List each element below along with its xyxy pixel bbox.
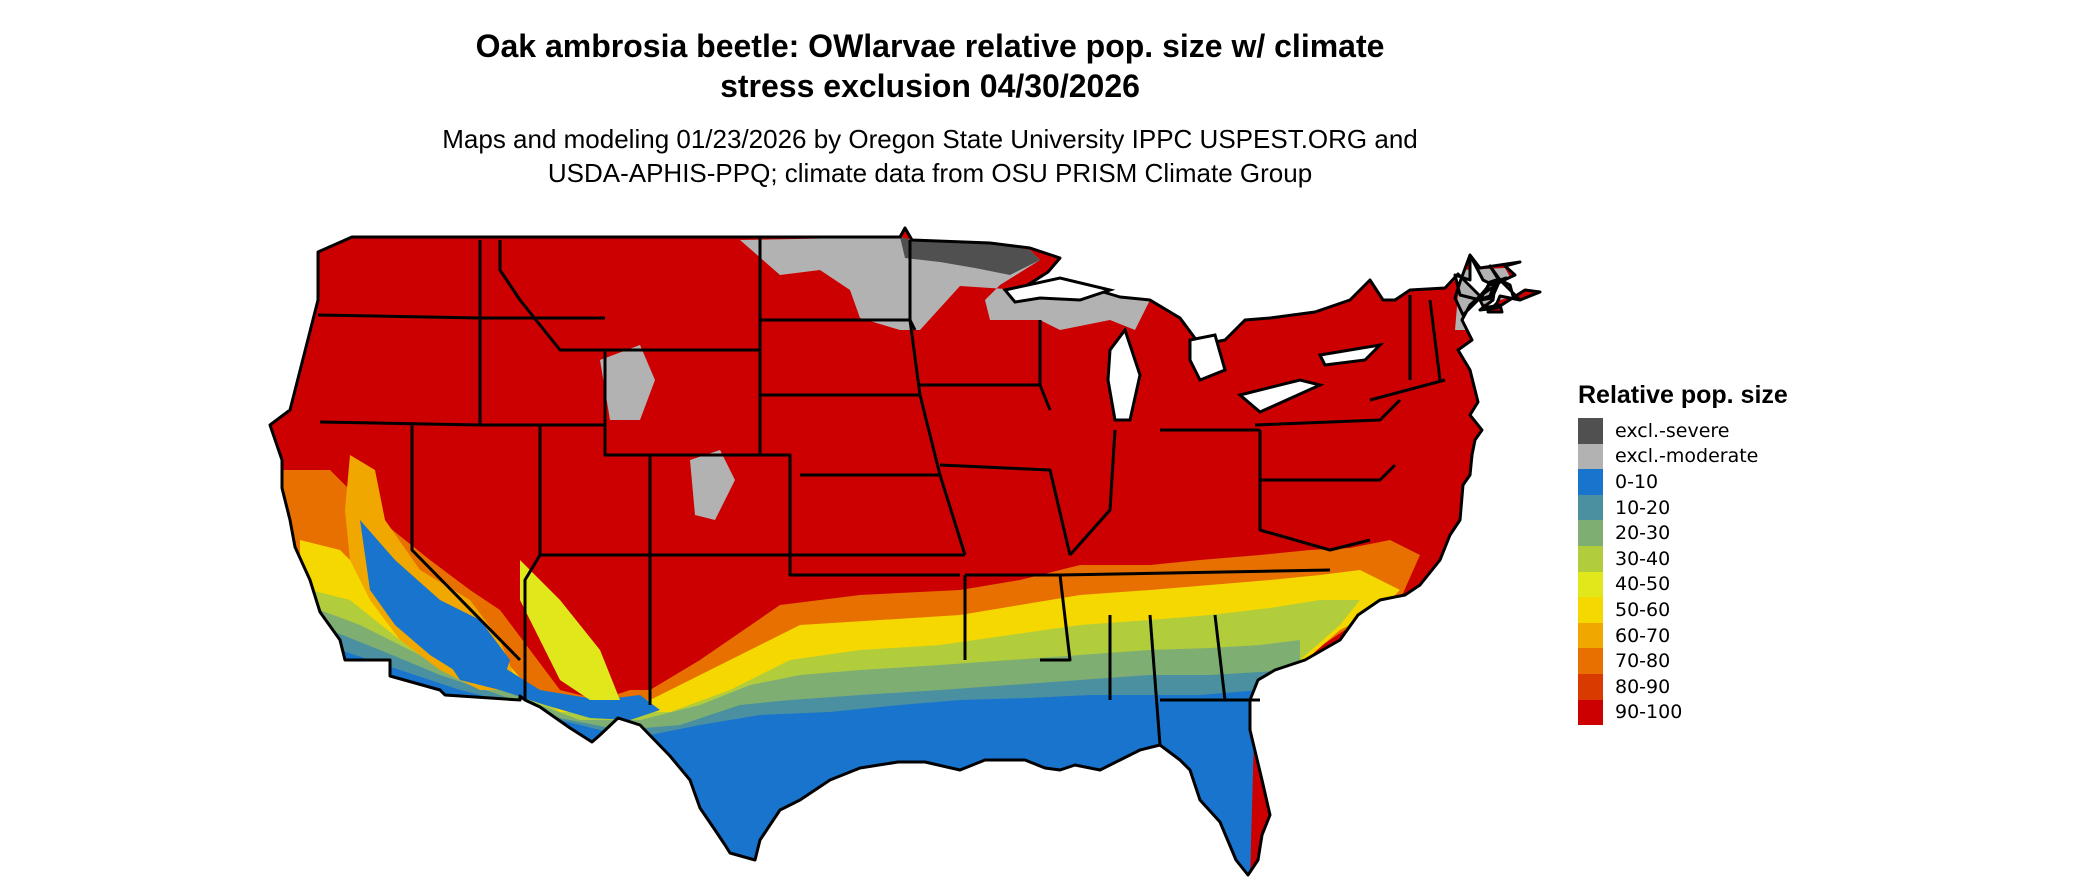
legend-swatch bbox=[1578, 648, 1603, 674]
boundary-co bbox=[650, 453, 792, 555]
excl-moderate-wyoming bbox=[600, 345, 655, 420]
legend-label: 90-100 bbox=[1615, 701, 1683, 724]
legend-swatch bbox=[1578, 545, 1603, 572]
page-subtitle: Maps and modeling 01/23/2026 by Oregon S… bbox=[330, 122, 1530, 190]
lake-huron bbox=[1188, 333, 1227, 382]
legend: Relative pop. size excl.-severe excl.-mod… bbox=[1578, 380, 1788, 726]
arizona-40-50 bbox=[520, 560, 620, 700]
legend-label: 10-20 bbox=[1615, 496, 1671, 519]
boundary-ca-nv bbox=[410, 425, 522, 662]
boundary-il-ky bbox=[1068, 429, 1117, 556]
boundary-id-mt bbox=[498, 240, 605, 352]
legend-item: 20-30 bbox=[1578, 520, 1788, 546]
legend-title: Relative pop. size bbox=[1578, 381, 1788, 409]
legend-label: excl.-severe bbox=[1615, 419, 1730, 442]
legend-item: 90-100 bbox=[1578, 699, 1788, 726]
legend-swatch bbox=[1578, 418, 1603, 444]
boundary-ut-az-nm bbox=[540, 553, 960, 577]
page-title: Oak ambrosia beetle: OWlarvae relative p… bbox=[330, 26, 1530, 106]
legend-item: 40-50 bbox=[1578, 571, 1788, 598]
legend-swatch bbox=[1578, 597, 1603, 623]
lake-superior bbox=[1002, 276, 1116, 304]
subtitle-line-2: USDA-APHIS-PPQ; climate data from OSU PR… bbox=[547, 158, 1313, 188]
cal-0-10 bbox=[360, 520, 510, 690]
excl-moderate-colorado bbox=[690, 450, 735, 520]
legend-swatch bbox=[1578, 699, 1603, 726]
great-lakes bbox=[1002, 276, 1385, 422]
legend-label: 60-70 bbox=[1615, 624, 1671, 647]
legend-item: 50-60 bbox=[1578, 597, 1788, 623]
lake-erie bbox=[1236, 378, 1325, 414]
boundary-tn bbox=[1059, 568, 1331, 577]
legend-label: 40-50 bbox=[1615, 573, 1671, 596]
boundary-al-ga bbox=[1148, 614, 1162, 746]
legend-label: 70-80 bbox=[1615, 650, 1671, 673]
legend-swatch bbox=[1578, 571, 1603, 598]
boundary-nv-ut-az bbox=[523, 425, 542, 700]
legend-item: 10-20 bbox=[1578, 494, 1788, 521]
legend-label: 0-10 bbox=[1615, 470, 1659, 493]
boundary-pa bbox=[1254, 398, 1402, 427]
boundary-ga-sc bbox=[1213, 614, 1227, 701]
legend-item: 30-40 bbox=[1578, 545, 1788, 572]
boundary-mn-ia-mo bbox=[908, 240, 967, 556]
legend-label: excl.-moderate bbox=[1615, 445, 1759, 468]
legend-label: 50-60 bbox=[1615, 598, 1671, 621]
legend-swatch bbox=[1578, 622, 1603, 649]
legend-label: 20-30 bbox=[1615, 522, 1671, 545]
lake-ontario bbox=[1317, 342, 1385, 367]
legend-swatch bbox=[1578, 494, 1603, 521]
arizona-0-10 bbox=[440, 650, 660, 720]
legend-label: 80-90 bbox=[1615, 675, 1671, 698]
legend-swatch bbox=[1578, 673, 1603, 700]
boundary-ny bbox=[1369, 378, 1446, 402]
legend-items: excl.-severe excl.-moderate 0-10 10-20 20-30… bbox=[1578, 418, 1788, 726]
legend-item: excl.-severe bbox=[1578, 418, 1788, 444]
legend-swatch bbox=[1578, 443, 1603, 470]
state-boundaries bbox=[268, 226, 1542, 877]
lake-michigan bbox=[1106, 326, 1142, 422]
subtitle-line-1: Maps and modeling 01/23/2026 by Oregon S… bbox=[442, 124, 1418, 154]
legend-item: 60-70 bbox=[1578, 622, 1788, 649]
legend-swatch bbox=[1578, 520, 1603, 546]
title-line-1: Oak ambrosia beetle: OWlarvae relative p… bbox=[475, 28, 1385, 64]
boundary-pa-md bbox=[1260, 463, 1397, 482]
legend-swatch bbox=[1578, 469, 1603, 495]
excl-severe-north bbox=[900, 237, 1040, 275]
legend-item: excl.-moderate bbox=[1578, 443, 1788, 470]
boundary-nh-me bbox=[1428, 299, 1442, 381]
legend-item: 70-80 bbox=[1578, 648, 1788, 674]
boundary-id-ut bbox=[603, 350, 652, 555]
legend-label: 30-40 bbox=[1615, 547, 1671, 570]
title-line-2: stress exclusion 04/30/2026 bbox=[720, 68, 1140, 104]
boundary-mo-ar bbox=[939, 463, 1072, 556]
legend-item: 80-90 bbox=[1578, 673, 1788, 700]
excl-moderate-north bbox=[740, 237, 1150, 330]
boundary-ar-la bbox=[965, 573, 1072, 662]
legend-item: 0-10 bbox=[1578, 469, 1788, 495]
